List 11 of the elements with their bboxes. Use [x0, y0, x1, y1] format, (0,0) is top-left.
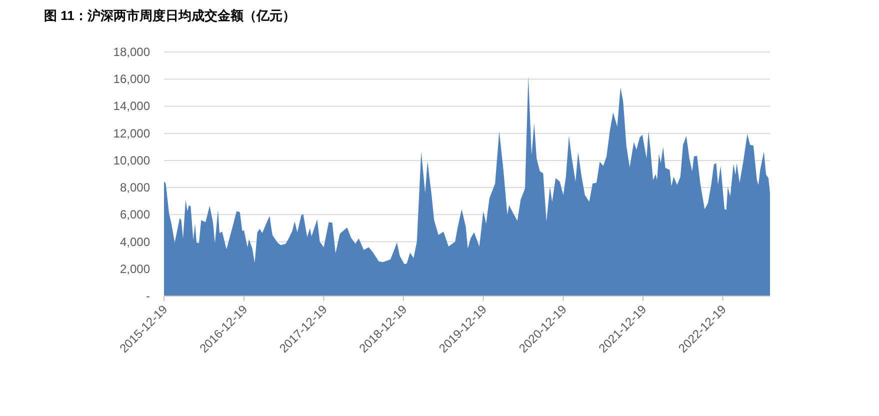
y-tick-label: 4,000 — [120, 234, 150, 249]
y-tick-label: 18,000 — [113, 45, 150, 59]
y-tick-label: 12,000 — [113, 126, 150, 140]
y-tick-label: 6,000 — [120, 208, 150, 222]
chart-title: 图 11：沪深两市周度日均成交金额（亿元） — [44, 8, 296, 23]
y-tick-label: 8,000 — [120, 180, 150, 195]
y-tick-label: - — [146, 289, 150, 303]
y-tick-label: 14,000 — [113, 99, 150, 114]
y-tick-label: 16,000 — [113, 72, 150, 86]
y-tick-label: 2,000 — [120, 262, 150, 276]
y-tick-label: 10,000 — [113, 153, 150, 168]
